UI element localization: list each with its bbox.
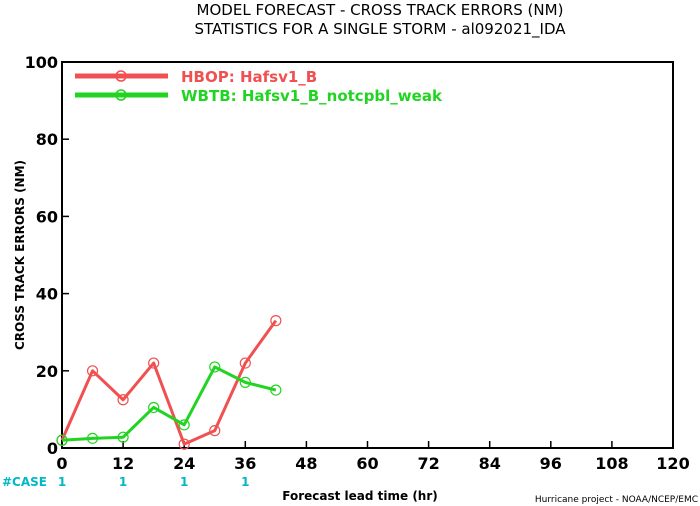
series-2-point: [86, 432, 99, 444]
legend-marker-2: [115, 89, 127, 101]
x-tick-label: 120: [656, 454, 689, 473]
series-1-point: [117, 394, 129, 406]
series-2-point: [209, 361, 221, 373]
series-1-point: [239, 357, 251, 369]
series-1-point: [270, 315, 282, 327]
y-tick-label: 0: [47, 439, 58, 458]
y-tick-label: 100: [25, 53, 58, 72]
series-2-point: [239, 376, 251, 388]
x-tick-label: 72: [417, 454, 439, 473]
series-line-1: [60, 319, 278, 446]
series-layer: [56, 315, 282, 450]
legend-marker-1: [115, 70, 127, 82]
plot-frame: [61, 61, 674, 449]
series-2-point: [117, 431, 129, 443]
case-count: 1: [241, 475, 249, 489]
y-tick-label: 40: [36, 285, 58, 304]
series-1-point: [178, 438, 190, 450]
series-1-point: [86, 365, 99, 377]
x-tick-label: 0: [56, 454, 67, 473]
case-label: #CASE: [2, 475, 47, 489]
y-tick-label: 20: [36, 362, 58, 381]
x-axis-label: Forecast lead time (hr): [282, 489, 438, 503]
x-tick-label: 12: [112, 454, 134, 473]
series-1-point: [148, 357, 160, 369]
x-tick-label: 60: [356, 454, 378, 473]
case-count: 1: [58, 475, 66, 489]
x-tick-label: 96: [540, 454, 562, 473]
chart-title-line-2: STATISTICS FOR A SINGLE STORM - al092021…: [194, 20, 566, 39]
legend-label-2: WBTB: Hafsv1_B_notcpbl_weak: [181, 87, 443, 105]
x-tick-label: 84: [479, 454, 501, 473]
case-counts: 1 1 1 1: [58, 475, 250, 489]
x-tick-label: 24: [173, 454, 195, 473]
series-2-point: [178, 419, 190, 431]
series-2-point: [148, 401, 160, 414]
x-tick-label: 108: [595, 454, 628, 473]
y-tick-label: 60: [36, 207, 58, 226]
y-axis: 0 20 40 60 80 100: [25, 53, 69, 458]
case-count: 1: [119, 475, 127, 489]
x-tick-label: 36: [234, 454, 256, 473]
x-axis: 0 12 24 36 48 60 72 84 96 108 120: [56, 441, 690, 473]
legend-label-1: HBOP: Hafsv1_B: [181, 68, 317, 86]
credit-text: Hurricane project - NOAA/NCEP/EMC: [535, 495, 698, 505]
y-axis-label: CROSS TRACK ERRORS (NM): [13, 160, 27, 350]
case-count: 1: [180, 475, 188, 489]
series-2-point: [270, 384, 282, 396]
series-2-point: [56, 434, 68, 446]
chart-title-line-1: MODEL FORECAST - CROSS TRACK ERRORS (NM): [197, 1, 564, 19]
x-tick-label: 48: [295, 454, 317, 473]
y-tick-label: 80: [36, 130, 58, 149]
series-1-point: [209, 425, 221, 437]
